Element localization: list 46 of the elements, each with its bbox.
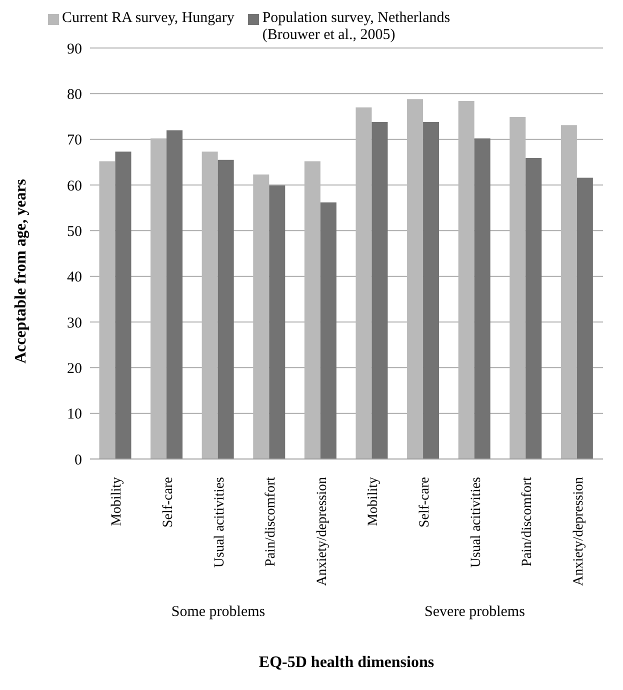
- bar: [304, 161, 320, 459]
- y-tick-label: 40: [67, 270, 82, 286]
- bar: [407, 99, 424, 459]
- bar: [510, 116, 526, 459]
- x-tick-label: Self-care: [160, 477, 176, 528]
- bar: [474, 138, 490, 459]
- bar: [253, 174, 270, 459]
- bar: [166, 130, 183, 459]
- x-tick-label: Anxiety/depression: [314, 477, 330, 586]
- y-tick-label: 10: [67, 406, 82, 423]
- bar: [218, 160, 234, 459]
- bar: [150, 138, 167, 459]
- bar: [99, 161, 116, 459]
- y-tick-label: 90: [67, 41, 82, 58]
- x-tick-label: Usual acitivities: [212, 477, 228, 568]
- bar: [560, 125, 577, 459]
- bar: [372, 122, 388, 459]
- bar: [576, 178, 593, 459]
- bar: [526, 158, 542, 459]
- y-tick-label: 80: [67, 86, 82, 103]
- y-tick-label: 60: [67, 178, 82, 194]
- x-axis-title: EQ-5D health dimensions: [258, 654, 436, 672]
- y-tick-label: 0: [74, 452, 82, 468]
- bar: [458, 100, 474, 459]
- bar: [269, 185, 286, 459]
- x-tick-label: Usual acitivities: [468, 477, 484, 568]
- legend-label: Population survey, Netherlands (Brouwer et al., 2005): [262, 10, 452, 44]
- y-tick-label: 70: [67, 132, 82, 149]
- bar: [356, 107, 372, 459]
- y-tick-label: 50: [67, 224, 82, 240]
- legend-label: Current RA survey, Hungary: [62, 10, 234, 27]
- bar: [202, 152, 218, 459]
- x-tick-label: Pain/discomfort: [520, 476, 536, 566]
- x-tick-label: Pain/discomfort: [264, 476, 279, 566]
- bar: [423, 122, 440, 459]
- bar: [115, 152, 132, 459]
- y-tick-label: 20: [67, 360, 82, 377]
- text: Severe problems: [424, 604, 526, 621]
- bar: [320, 202, 336, 459]
- x-tick-label: Anxiety/depression: [571, 477, 586, 586]
- x-tick-label: Mobility: [110, 477, 125, 526]
- text: Some problems: [170, 604, 266, 621]
- y-tick-label: 30: [67, 315, 82, 332]
- y-axis-title: Acceptable from age, years: [12, 178, 30, 364]
- x-tick-label: Mobility: [366, 477, 382, 526]
- x-tick-label: Self-care: [417, 477, 432, 528]
